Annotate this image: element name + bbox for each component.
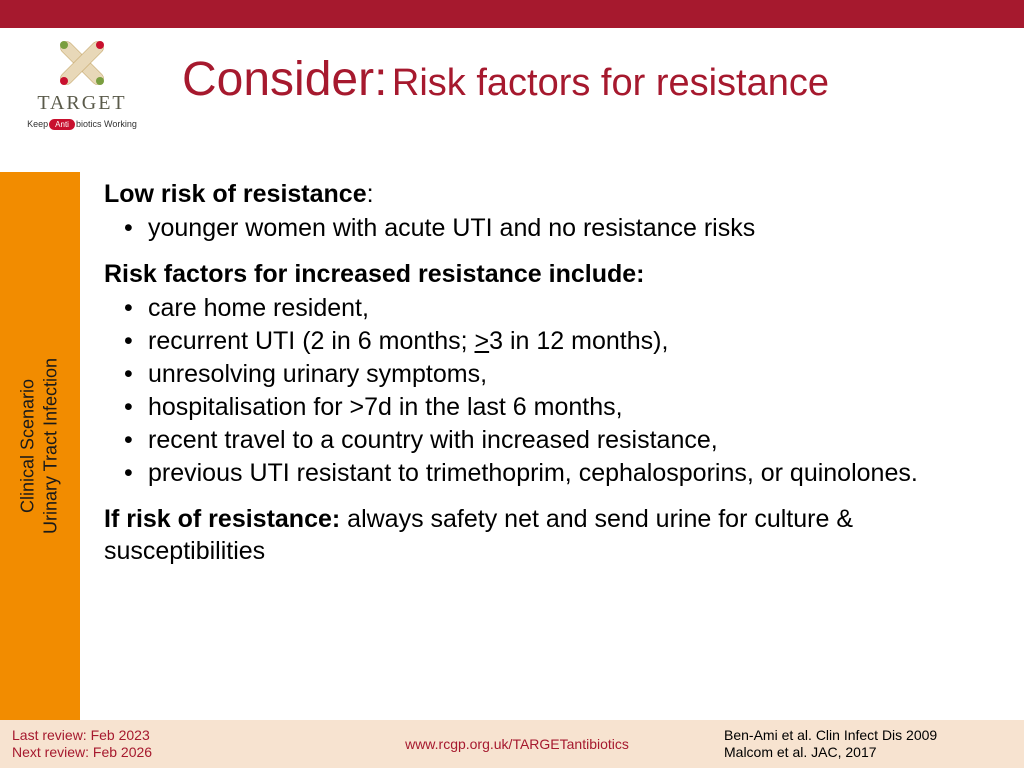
target-x-icon xyxy=(47,36,117,90)
strapline-pre: Keep xyxy=(27,119,48,129)
list-item: younger women with acute UTI and no resi… xyxy=(104,212,1000,244)
list-item: previous UTI resistant to trimethoprim, … xyxy=(104,457,1000,489)
sidebar-line2: Urinary Tract Infection xyxy=(41,358,61,534)
next-review: Next review: Feb 2026 xyxy=(12,744,310,762)
sidebar-line1: Clinical Scenario xyxy=(18,379,38,513)
risk-factors-heading: Risk factors for increased resistance in… xyxy=(104,258,1000,290)
list-item: recurrent UTI (2 in 6 months; >3 in 12 m… xyxy=(104,325,1000,357)
sidebar-label: Clinical Scenario Urinary Tract Infectio… xyxy=(17,358,64,534)
strapline-pill: Anti xyxy=(49,119,75,130)
title-sub: Risk factors for resistance xyxy=(392,62,829,104)
list-item: hospitalisation for >7d in the last 6 mo… xyxy=(104,391,1000,423)
low-risk-list: younger women with acute UTI and no resi… xyxy=(104,212,1000,244)
ref-1: Ben-Ami et al. Clin Infect Dis 2009 xyxy=(724,727,1010,745)
last-review: Last review: Feb 2023 xyxy=(12,727,310,745)
strapline-post: Working xyxy=(104,119,137,129)
main-content: Low risk of resistance: younger women wi… xyxy=(104,178,1000,577)
list-item: care home resident, xyxy=(104,292,1000,324)
slide-title: Consider: Risk factors for resistance xyxy=(152,28,1024,117)
footer: Last review: Feb 2023 Next review: Feb 2… xyxy=(0,720,1024,768)
header: TARGET KeepAntibiotics Working Consider:… xyxy=(0,28,1024,134)
low-risk-colon: : xyxy=(367,180,374,208)
top-brand-bar xyxy=(0,0,1024,28)
low-risk-heading: Low risk of resistance xyxy=(104,180,367,208)
logo-block: TARGET KeepAntibiotics Working xyxy=(0,28,152,134)
ref-2: Malcom et al. JAC, 2017 xyxy=(724,744,1010,762)
footer-review-dates: Last review: Feb 2023 Next review: Feb 2… xyxy=(0,727,310,762)
footer-references: Ben-Ami et al. Clin Infect Dis 2009 Malc… xyxy=(724,727,1024,762)
section-low-risk: Low risk of resistance: younger women wi… xyxy=(104,178,1000,244)
logo-strapline: KeepAntibiotics Working xyxy=(18,119,146,130)
strapline-mid: biotics xyxy=(76,119,102,129)
section-advice: If risk of resistance: always safety net… xyxy=(104,503,1000,567)
list-item: unresolving urinary symptoms, xyxy=(104,358,1000,390)
sidebar-tab: Clinical Scenario Urinary Tract Infectio… xyxy=(0,172,80,720)
section-risk-factors: Risk factors for increased resistance in… xyxy=(104,258,1000,489)
logo-wordmark: TARGET xyxy=(18,92,146,115)
risk-factors-list: care home resident, recurrent UTI (2 in … xyxy=(104,292,1000,489)
list-item: recent travel to a country with increase… xyxy=(104,424,1000,456)
footer-url: www.rcgp.org.uk/TARGETantibiotics xyxy=(310,736,724,752)
title-main: Consider: xyxy=(182,53,387,106)
advice-heading: If risk of resistance: xyxy=(104,505,340,533)
